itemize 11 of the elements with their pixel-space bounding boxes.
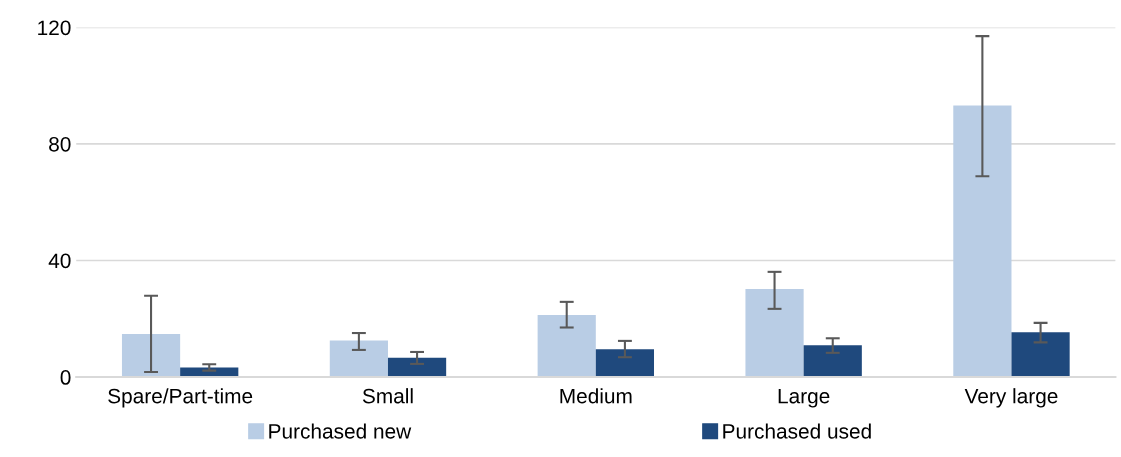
x-tick-label: Medium [560, 388, 632, 404]
y-tick-label: 120 [38, 20, 71, 36]
legend-label: Purchased used [723, 423, 871, 439]
x-tick-label: Small [362, 388, 413, 404]
legend-label: Purchased new [269, 423, 412, 439]
x-tick-label: Spare/Part-time [108, 388, 253, 408]
y-tick-label: 40 [48, 253, 71, 269]
x-tick-label: Very large [964, 388, 1058, 408]
x-tick-label: Large [778, 388, 830, 408]
y-tick-label: 80 [49, 136, 71, 152]
y-tick-label: 0 [60, 370, 71, 385]
